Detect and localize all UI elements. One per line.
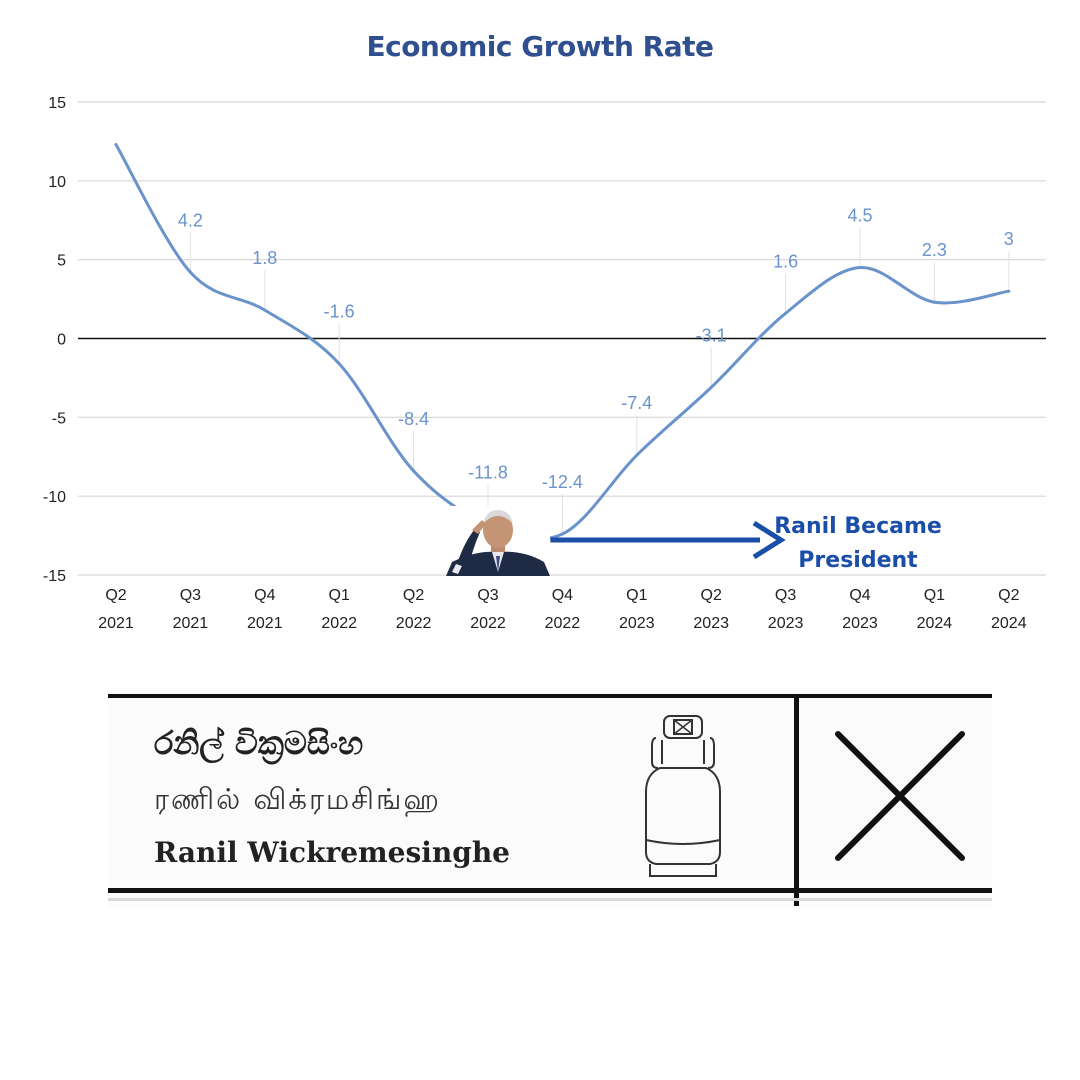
cross-mark-icon: [835, 731, 965, 861]
data-point: [858, 266, 862, 270]
data-label: 1.6: [773, 251, 798, 271]
data-label: 1.8: [252, 248, 277, 268]
data-point: [635, 453, 639, 457]
data-label: -11.8: [468, 463, 508, 483]
xtick-label-year: 2022: [321, 615, 357, 632]
xtick-label-quarter: Q2: [403, 587, 424, 604]
data-label: 3: [1004, 229, 1014, 249]
ytick-label: 0: [57, 332, 66, 349]
data-point: [337, 362, 341, 366]
ballot-paper-row: රනිල් වික්‍රමසිංහ ரணில் விக்ரமசிங்ஹ Rani…: [108, 690, 992, 908]
candidate-name-tamil: ரணில் விக்ரமசிங்ஹ: [154, 782, 441, 816]
candidate-name-english: Ranil Wickremesinghe: [154, 836, 510, 869]
data-point: [1007, 289, 1011, 293]
data-point: [709, 385, 713, 389]
xtick-label-year: 2021: [247, 615, 283, 632]
annotation-text: Ranil Became President: [760, 510, 956, 578]
xtick-label-year: 2023: [693, 615, 729, 632]
gas-cylinder-icon: [645, 715, 721, 877]
chart-plot-area: 15 10 5 0 -5 -10 -15 Q2 2021 Q3 2021 Q4 2021 Q1 2022 Q…: [43, 95, 1046, 632]
xtick-label-quarter: Q2: [701, 587, 722, 604]
data-label: -3.1: [696, 325, 727, 345]
ytick-label: 15: [48, 95, 66, 112]
data-label: -7.4: [621, 393, 652, 413]
data-label: 4.2: [178, 210, 203, 230]
data-point: [560, 532, 564, 536]
xtick-label-quarter: Q2: [998, 587, 1019, 604]
data-label: -1.6: [324, 302, 355, 322]
xtick-label-year: 2022: [396, 615, 432, 632]
xtick-label-quarter: Q3: [180, 587, 201, 604]
xtick-label-year: 2022: [545, 615, 581, 632]
xtick-label-quarter: Q4: [254, 587, 275, 604]
annotation-line-1: Ranil Became: [774, 514, 942, 539]
data-point: [784, 311, 788, 315]
candidate-name-sinhala: රනිල් වික්‍රමසිංහ: [154, 724, 364, 762]
annotation-line-2: President: [798, 548, 918, 573]
data-point: [114, 143, 118, 147]
growth-chart: Economic Growth Rate 15 10 5 0 -5 -10 -15 Q2 20…: [43, 30, 1046, 632]
ytick-label: -10: [43, 489, 66, 506]
data-point: [932, 300, 936, 304]
data-point: [412, 469, 416, 473]
xtick-label-year: 2024: [917, 615, 953, 632]
chart-title: Economic Growth Rate: [366, 30, 714, 63]
ytick-label: -15: [43, 568, 66, 585]
ytick-label: 5: [57, 253, 66, 270]
xtick-label-quarter: Q3: [477, 587, 498, 604]
annotation-arrow-head: [752, 520, 786, 560]
data-label: -12.4: [542, 472, 583, 492]
data-point: [263, 308, 267, 312]
ytick-label: -5: [52, 410, 66, 427]
xtick-label-quarter: Q4: [849, 587, 870, 604]
ytick-label: 10: [48, 174, 66, 191]
data-label: -8.4: [398, 409, 429, 429]
ballot-frame: [108, 690, 992, 908]
xtick-label-year: 2024: [991, 615, 1027, 632]
data-label: 2.3: [922, 240, 947, 260]
xtick-label-quarter: Q4: [552, 587, 573, 604]
data-point: [188, 270, 192, 274]
xtick-label-year: 2023: [619, 615, 655, 632]
xtick-label-quarter: Q2: [105, 587, 126, 604]
xtick-label-year: 2021: [173, 615, 209, 632]
xtick-label-quarter: Q1: [329, 587, 350, 604]
data-label: 4.5: [847, 206, 872, 226]
portrait-photo: [446, 506, 550, 576]
series-line: [114, 143, 1011, 541]
xtick-label-quarter: Q1: [924, 587, 945, 604]
xtick-label-quarter: Q3: [775, 587, 796, 604]
xtick-label-year: 2023: [768, 615, 804, 632]
xtick-label-year: 2023: [842, 615, 878, 632]
xtick-label-quarter: Q1: [626, 587, 647, 604]
xtick-label-year: 2022: [470, 615, 506, 632]
xtick-label-year: 2021: [98, 615, 134, 632]
